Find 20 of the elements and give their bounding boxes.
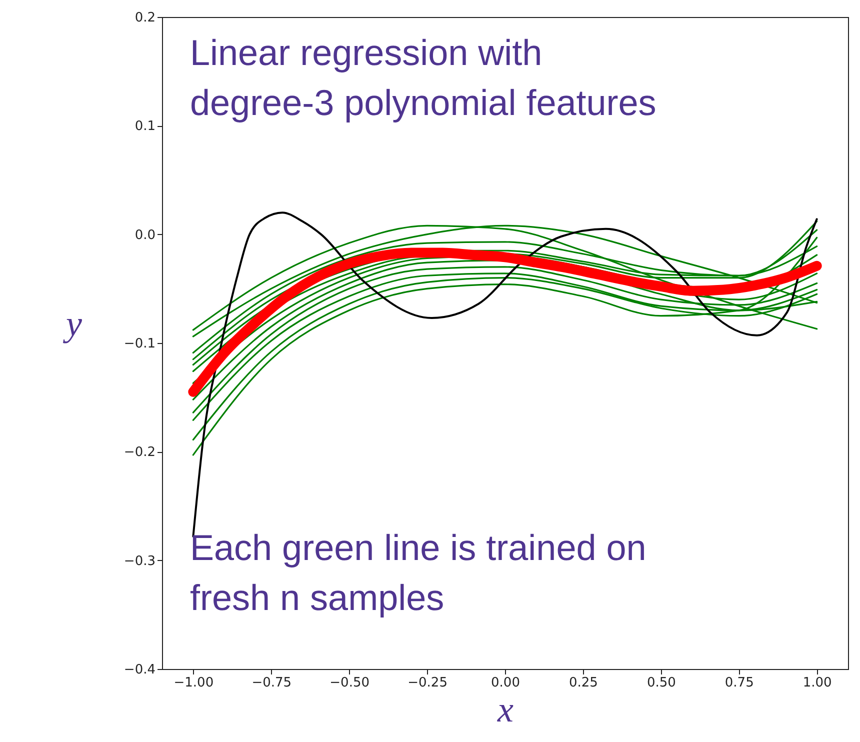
- y-axis-title: y: [62, 304, 82, 344]
- x-tick-label: 0.50: [646, 676, 676, 690]
- x-tick-label: −0.75: [252, 676, 292, 690]
- x-tick-label: −1.00: [174, 676, 214, 690]
- x-axis-title: x: [496, 690, 514, 730]
- x-tick-label: 0.25: [568, 676, 598, 690]
- y-tick-label: 0.0: [134, 228, 156, 243]
- y-tick-label: −0.2: [124, 445, 156, 460]
- y-tick-label: −0.4: [124, 662, 156, 678]
- x-tick-label: −0.50: [330, 676, 370, 690]
- y-tick-label: 0.2: [134, 10, 156, 26]
- x-tick-label: 0.00: [491, 676, 520, 690]
- y-tick-label: −0.3: [124, 554, 156, 569]
- y-tick-label: −0.1: [124, 336, 156, 352]
- x-tick-label: 1.00: [802, 676, 832, 690]
- annotation: Each green line is trained on fresh n samples: [190, 527, 646, 618]
- x-tick-label: −0.25: [408, 676, 448, 690]
- x-tick-label: 0.75: [724, 676, 754, 690]
- text: Linear regression with degree-3 polynomial features: [190, 32, 656, 123]
- y-tick-label: 0.1: [134, 119, 156, 134]
